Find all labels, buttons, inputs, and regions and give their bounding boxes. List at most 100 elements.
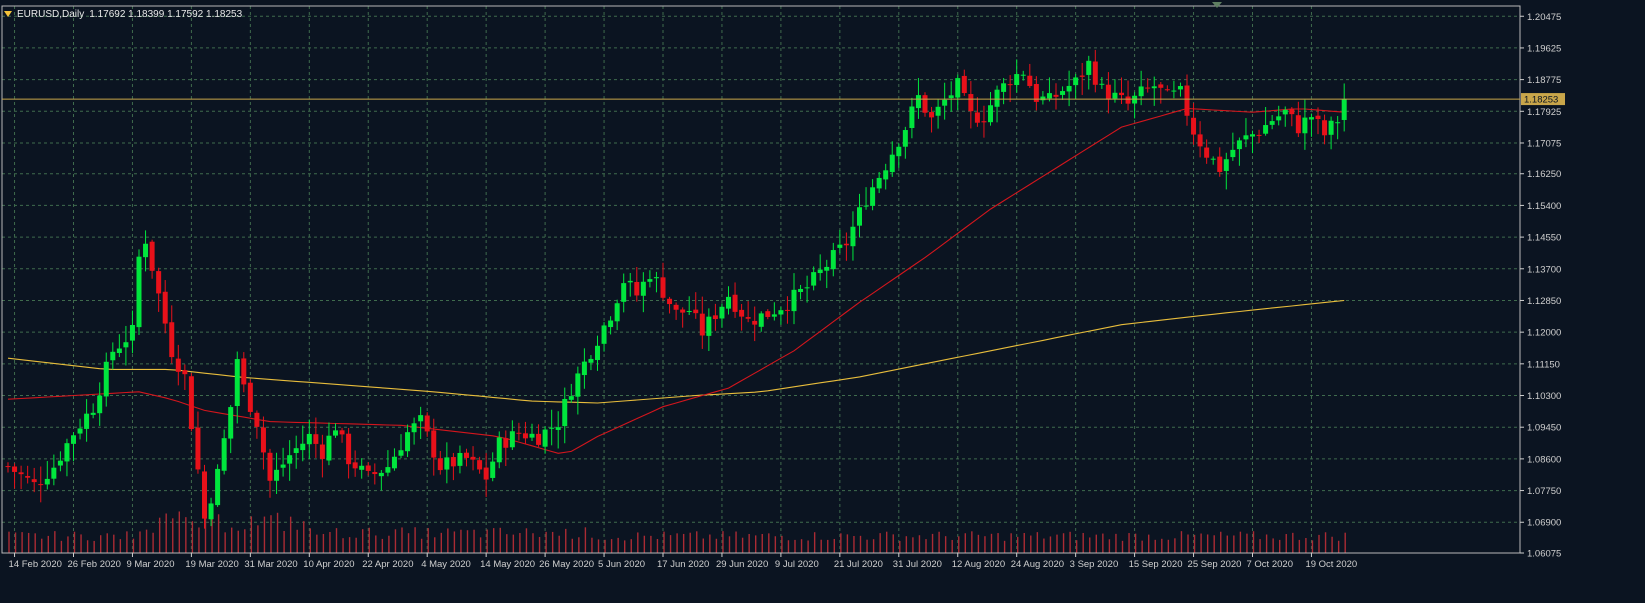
bear-candle [745,317,751,319]
bear-candle [241,358,247,385]
plot-frame [1,2,1521,554]
x-tick-label: 10 Apr 2020 [303,559,354,570]
bull-candle [234,359,240,406]
bear-candle [660,277,666,298]
bear-candle [1079,75,1085,77]
bear-candle [431,430,437,458]
bull-candle [509,431,515,448]
x-tick-label: 17 Jun 2020 [657,559,709,570]
bear-candle [365,465,371,471]
bull-candle [57,460,63,466]
bear-candle [38,484,44,486]
bull-candle [208,503,214,520]
bull-candle [1014,74,1020,85]
bull-candle [653,277,659,279]
bear-candle [1197,134,1203,147]
time-axis: 14 Feb 2020 26 Feb 2020 9 Mar 2020 19 Mar 2… [9,553,1357,570]
bull-candle [627,280,633,283]
bull-candle [1086,60,1092,75]
bull-candle [883,170,889,180]
bull-candle [221,438,227,471]
x-tick-label: 31 Jul 2020 [893,559,942,570]
bull-candle [306,433,312,445]
bear-candle [260,427,266,453]
x-tick-label: 29 Jun 2020 [716,559,768,570]
bull-candle [549,427,555,429]
bear-candle [929,112,935,118]
bear-candle [981,121,987,123]
x-tick-label: 3 Sep 2020 [1070,559,1119,570]
bull-candle [274,469,280,481]
bull-candle [555,427,561,430]
bull-candle [935,106,941,116]
bear-candle [313,434,319,444]
bear-candle [922,95,928,113]
bear-candle [843,243,849,246]
slow-ma-line [7,299,1345,404]
bull-candle [988,105,993,123]
bear-candle [5,466,11,468]
bear-candle [1105,84,1111,100]
x-tick-label: 21 Jul 2020 [834,559,883,570]
bull-candle [686,310,692,312]
candlesticks [5,49,1347,529]
x-tick-label: 22 Apr 2020 [362,559,413,570]
bull-candle [640,281,646,296]
bear-candle [156,271,162,294]
bull-candle [824,266,830,271]
y-tick-label: 1.10300 [1527,391,1561,402]
bull-candle [123,342,129,348]
bear-candle [1033,83,1039,102]
bull-candle [398,450,404,456]
bull-candle [830,250,836,270]
collapse-triangle-icon[interactable] [4,11,12,17]
bull-candle [706,316,712,336]
bull-candle [1001,83,1007,92]
x-tick-label: 26 May 2020 [539,559,594,570]
bull-candle [391,456,397,469]
bull-candle [889,154,895,173]
bear-candle [536,433,542,445]
bull-candle [97,395,103,414]
bull-candle [457,453,463,466]
bull-candle [1341,99,1347,120]
bull-candle [758,313,764,327]
bull-candle [1236,140,1242,150]
bear-candle [1191,117,1197,135]
bull-candle [1040,96,1046,101]
bull-candle [896,146,902,157]
x-tick-label: 19 Oct 2020 [1305,559,1357,570]
bull-candle [444,457,450,470]
bull-candle [293,448,299,454]
bull-candle [44,478,50,485]
plot-border [1,5,1521,554]
bear-candle [1092,61,1098,85]
bull-candle [726,296,731,309]
bear-candle [974,112,980,123]
bull-candle [568,396,574,400]
y-tick-label: 1.17925 [1527,107,1561,118]
bull-candle [902,130,908,147]
bull-candle [870,187,876,206]
bull-candle [1046,93,1052,99]
bear-candle [18,472,24,475]
bull-candle [1020,74,1026,76]
bull-candle [143,243,149,258]
x-tick-label: 24 Aug 2020 [1011,559,1064,570]
y-tick-label: 1.12000 [1527,328,1561,339]
bull-candle [1171,90,1177,92]
bull-candle [411,423,417,433]
bull-candle [1302,117,1308,134]
bull-candle [804,287,810,289]
x-tick-label: 26 Feb 2020 [68,559,121,570]
bear-candle [162,291,168,324]
bull-candle [601,325,607,344]
bull-candle [215,468,221,506]
bear-candle [1007,84,1013,86]
x-tick-label: 9 Mar 2020 [126,559,174,570]
bear-candle [1295,115,1301,134]
bull-candle [647,279,653,282]
y-tick-label: 1.06075 [1527,549,1561,560]
